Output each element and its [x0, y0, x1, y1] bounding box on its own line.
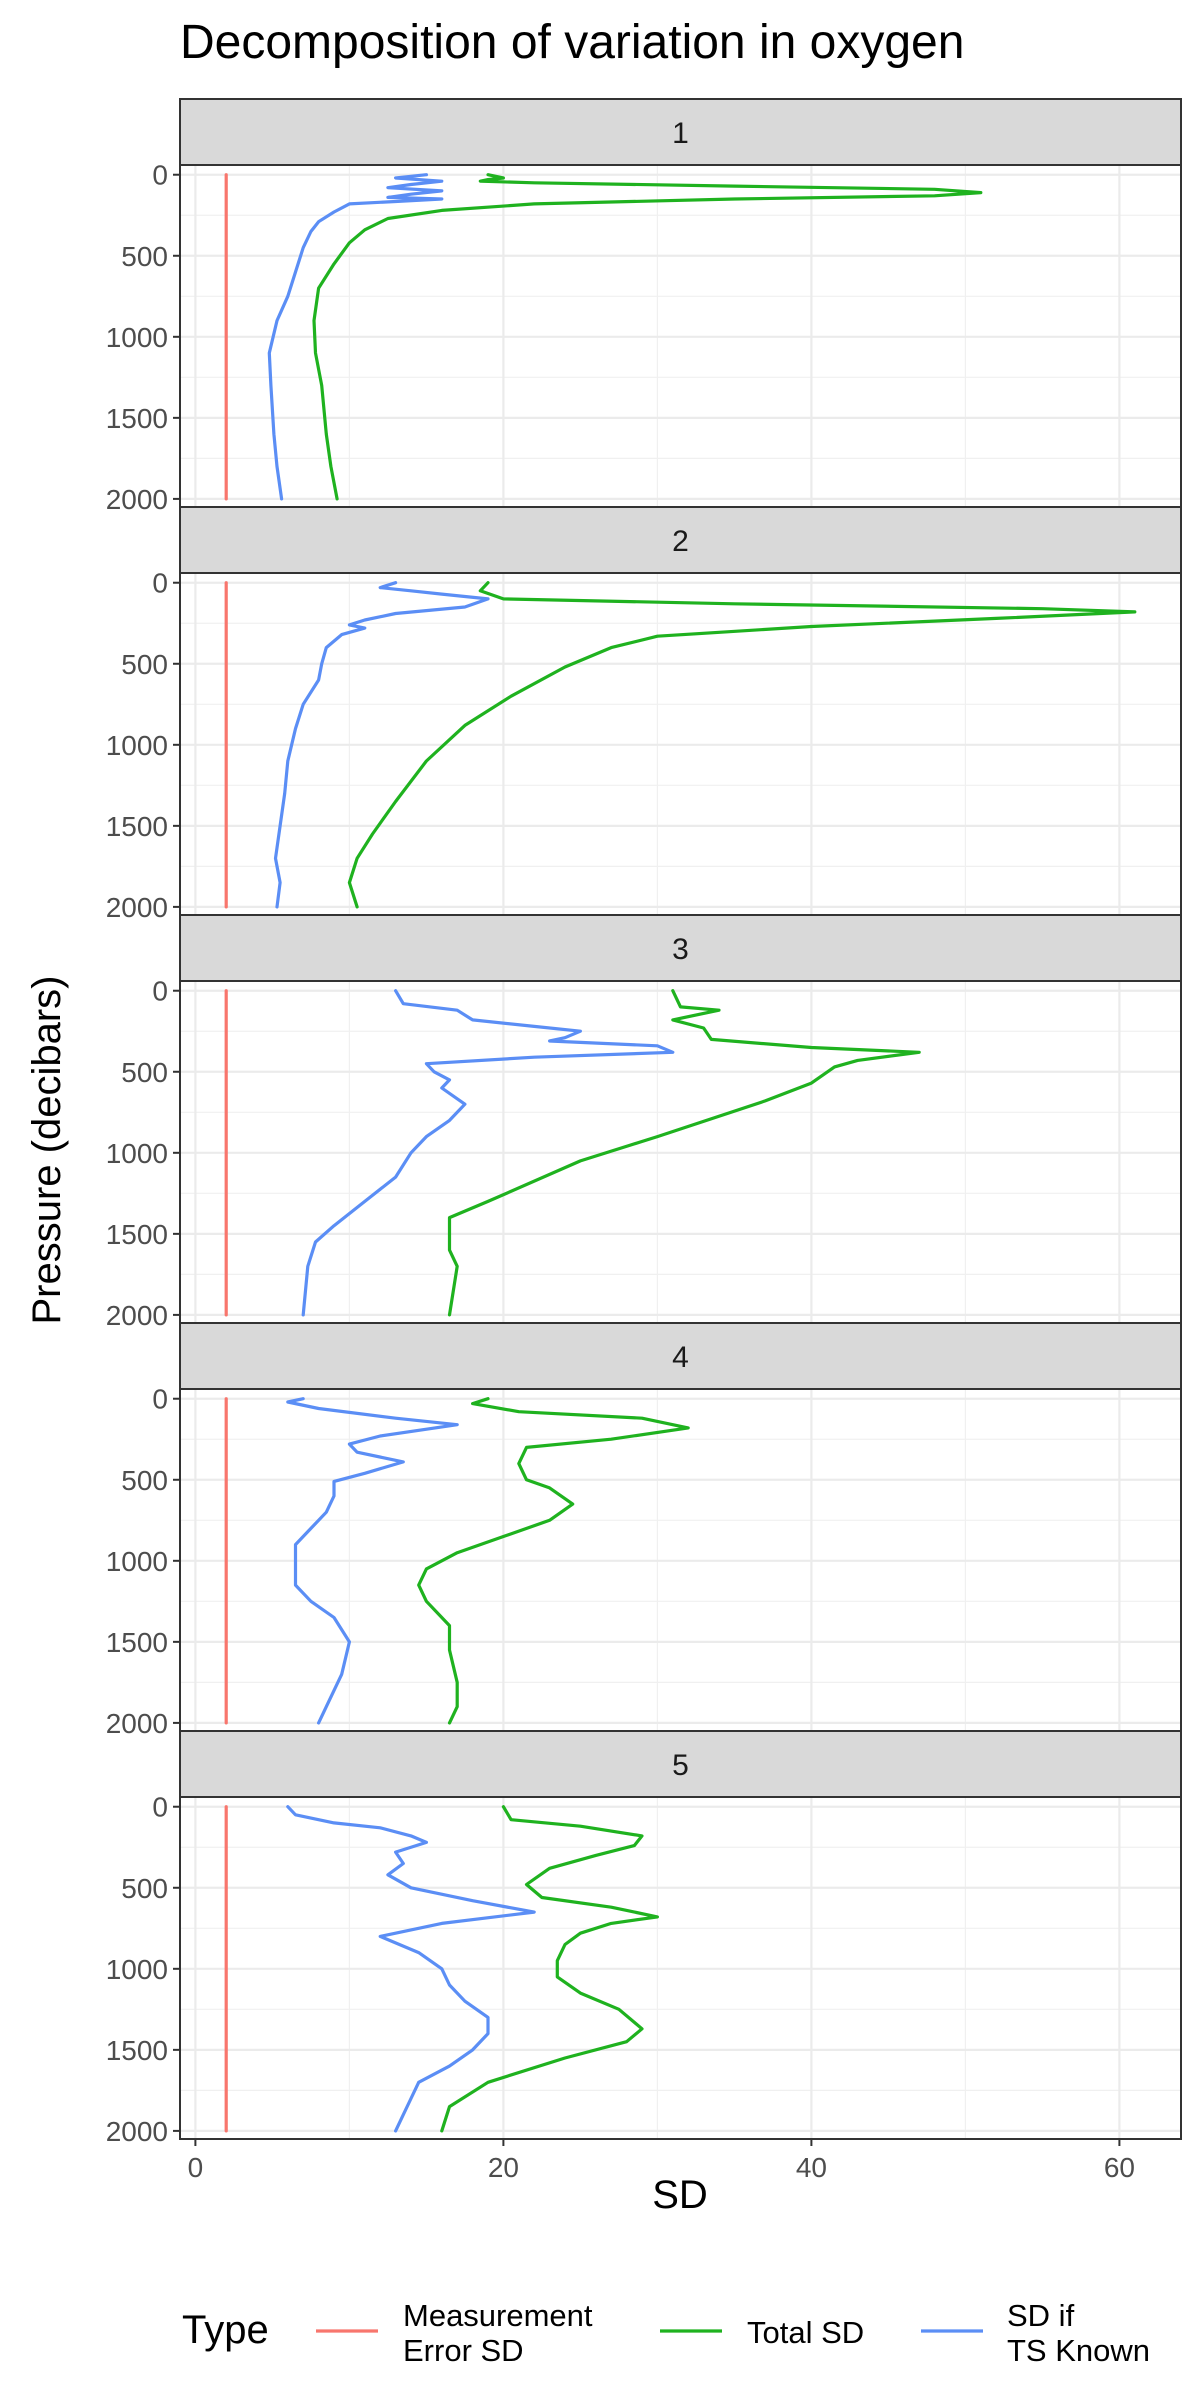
series-line-sd-if-ts-known [286, 1805, 536, 2133]
facet-strip-label: 2 [672, 525, 689, 558]
y-tick-label: 2000 [106, 484, 168, 515]
facet-panels: 1050010001500200020500100015002000305001… [106, 98, 1182, 2183]
facet-strip-label: 1 [672, 117, 689, 150]
y-tick-label: 1500 [106, 2035, 168, 2066]
facet-panel-2: 2 0 500 1000 1500 2000 [106, 506, 1182, 923]
facet-strip-label: 5 [672, 1749, 689, 1782]
y-tick-label: 1000 [106, 730, 168, 761]
y-tick-label: 1500 [106, 1627, 168, 1658]
series-line-total-sd [417, 1397, 690, 1725]
y-tick-label: 0 [152, 160, 168, 191]
y-tick-label: 500 [121, 1465, 168, 1496]
series-line-total-sd [347, 581, 1137, 909]
y-tick-label: 1500 [106, 811, 168, 842]
y-tick-label: 0 [152, 568, 168, 599]
facet-panel-1: 1 0 500 1000 1500 2000 [106, 98, 1182, 515]
y-tick-label: 1500 [106, 403, 168, 434]
y-tick-label: 2000 [106, 1708, 168, 1739]
legend-label: Measurement [403, 2298, 593, 2333]
series-line-total-sd [440, 1805, 659, 2133]
x-tick-label: 0 [188, 2152, 204, 2183]
x-tick-label: 60 [1104, 2152, 1135, 2183]
y-tick-label: 500 [121, 1873, 168, 1904]
y-axis-label: Pressure (decibars) [25, 975, 69, 1324]
y-tick-label: 1000 [106, 1546, 168, 1577]
facet-strip [179, 98, 1182, 166]
x-axis-label: SD [652, 2173, 708, 2217]
facet-panel-4: 4 0 500 1000 1500 2000 [106, 1322, 1182, 1739]
legend-label: TS Known [1007, 2333, 1150, 2368]
legend-label: SD if [1007, 2298, 1075, 2333]
legend-label: Error SD [403, 2333, 524, 2368]
y-tick-label: 500 [121, 241, 168, 272]
facet-strip [179, 506, 1182, 574]
y-tick-label: 1000 [106, 1954, 168, 1985]
series-line-sd-if-ts-known [267, 173, 444, 501]
y-tick-label: 1000 [106, 1138, 168, 1169]
series-line-total-sd [447, 989, 921, 1317]
y-tick-label: 500 [121, 649, 168, 680]
facet-panel-3: 3 0 500 1000 1500 2000 [106, 914, 1182, 1331]
facet-panel-5: 5 0 500 1000 1500 2000 0 20 40 60 [106, 1730, 1182, 2183]
series-line-total-sd [312, 173, 983, 501]
y-tick-label: 0 [152, 1384, 168, 1415]
y-tick-label: 2000 [106, 2116, 168, 2147]
x-tick-label: 40 [796, 2152, 827, 2183]
facet-strip-label: 4 [672, 1341, 689, 1374]
series-line-sd-if-ts-known [273, 581, 490, 909]
chart-title: Decomposition of variation in oxygen [180, 16, 964, 69]
facet-strip [179, 1322, 1182, 1390]
y-tick-label: 0 [152, 1792, 168, 1823]
series-line-sd-if-ts-known [301, 989, 675, 1317]
y-tick-label: 2000 [106, 1300, 168, 1331]
y-tick-label: 0 [152, 976, 168, 1007]
y-tick-label: 500 [121, 1057, 168, 1088]
legend-label: Total SD [747, 2315, 864, 2350]
series-line-sd-if-ts-known [286, 1397, 459, 1725]
y-tick-label: 1000 [106, 322, 168, 353]
x-tick-label: 20 [488, 2152, 519, 2183]
y-tick-label: 2000 [106, 892, 168, 923]
legend-title: Type [182, 2308, 269, 2352]
facet-strip-label: 3 [672, 933, 689, 966]
y-tick-label: 1500 [106, 1219, 168, 1250]
